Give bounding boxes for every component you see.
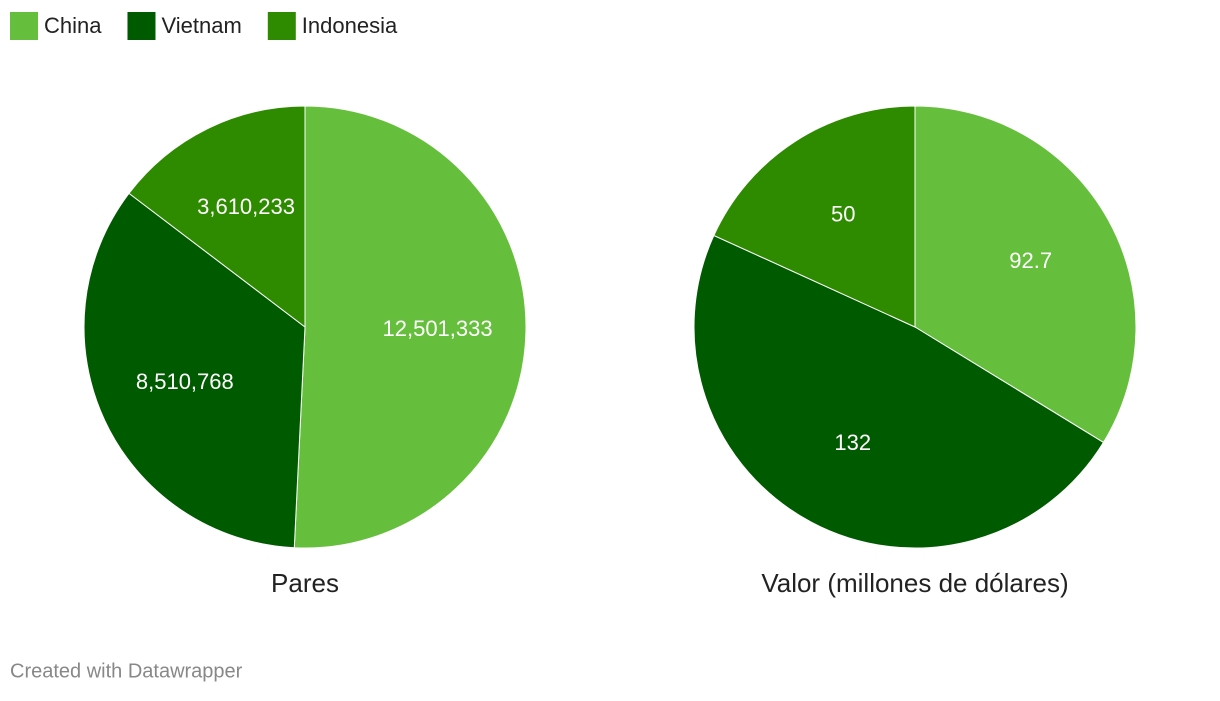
- value-label: 12,501,333: [383, 316, 493, 341]
- value-label: 92.7: [1009, 248, 1052, 273]
- chart-title: Pares: [271, 568, 339, 598]
- footer: Created with Datawrapper: [10, 660, 243, 682]
- legend-label: Vietnam: [161, 13, 241, 38]
- pie-slice: [713, 105, 916, 328]
- pie-slice: [914, 105, 1137, 444]
- legend-label: China: [44, 13, 102, 38]
- chart-title: Valor (millones de dólares): [761, 568, 1068, 598]
- value-label: 8,510,768: [136, 369, 234, 394]
- value-label: 3,610,233: [197, 194, 295, 219]
- legend-swatch: [127, 12, 156, 40]
- legend-swatch: [267, 12, 296, 40]
- legend-label: Indonesia: [302, 13, 398, 38]
- value-label: 132: [834, 430, 871, 455]
- pie-slice: [693, 234, 1105, 549]
- pie-slice: [83, 192, 306, 549]
- legend-swatch: [10, 12, 38, 40]
- value-label: 50: [831, 201, 855, 226]
- pie-slice: [293, 105, 527, 549]
- pie-slice: [128, 105, 306, 329]
